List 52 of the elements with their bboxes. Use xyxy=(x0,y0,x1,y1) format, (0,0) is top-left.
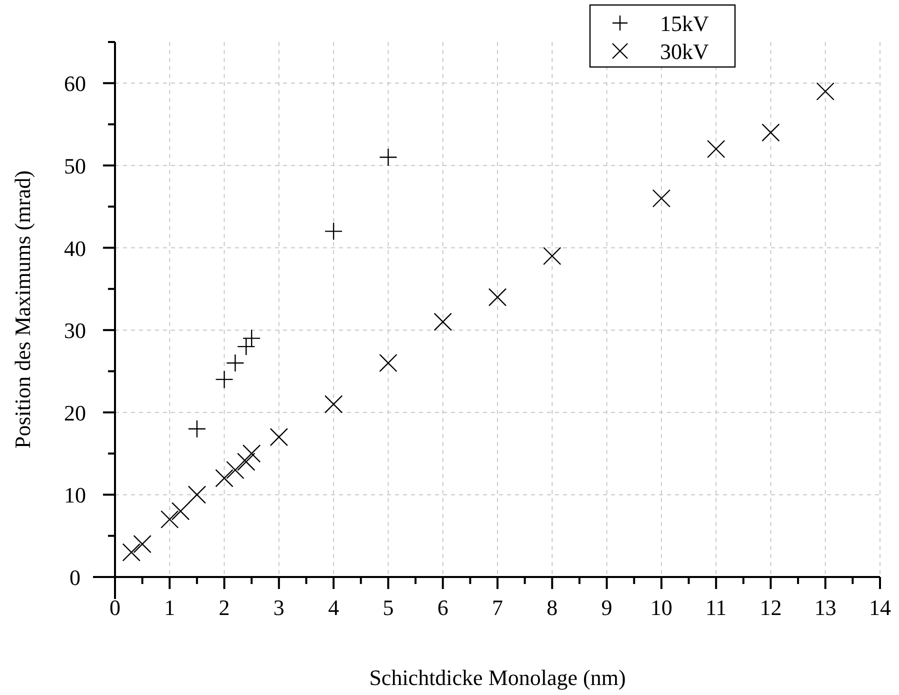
x-tick-label: 4 xyxy=(328,595,340,620)
x-tick-label: 11 xyxy=(705,595,727,620)
legend-label: 15kV xyxy=(660,11,709,36)
point xyxy=(762,123,780,142)
point xyxy=(171,502,190,520)
point xyxy=(237,337,256,356)
x-tick-label: 7 xyxy=(492,595,503,620)
point xyxy=(226,354,244,372)
point xyxy=(242,329,261,348)
point xyxy=(434,312,452,331)
x-tick-label: 3 xyxy=(273,595,284,620)
x-tick-label: 9 xyxy=(601,595,612,620)
y-tick-label: 40 xyxy=(64,236,86,261)
y-tick-label: 20 xyxy=(64,400,86,426)
point xyxy=(488,288,507,306)
legend-label: 30kV xyxy=(660,39,709,64)
x-axis-title: Schichtdicke Monolage (nm) xyxy=(369,665,626,690)
x-tick-label: 1 xyxy=(164,595,176,620)
x-tick-label: 6 xyxy=(437,595,448,620)
point xyxy=(543,246,562,266)
x-tick-label: 12 xyxy=(760,595,782,620)
x-tick-label: 13 xyxy=(814,595,836,620)
point xyxy=(188,420,206,438)
x-tick-label: 8 xyxy=(546,595,558,620)
y-tick-label: 10 xyxy=(64,482,86,508)
point xyxy=(226,460,244,480)
point xyxy=(270,428,288,446)
x-tick-label: 0 xyxy=(110,595,120,620)
point xyxy=(215,370,234,389)
point xyxy=(706,140,726,158)
point xyxy=(122,543,140,562)
y-tick-label: 30 xyxy=(64,318,86,344)
point xyxy=(652,189,671,208)
point xyxy=(379,354,398,372)
y-tick-label: 0 xyxy=(70,565,80,590)
point xyxy=(242,444,261,463)
point xyxy=(816,82,834,100)
point xyxy=(160,510,179,528)
point xyxy=(324,222,343,240)
point xyxy=(324,395,343,414)
point xyxy=(133,534,152,554)
x-tick-label: 5 xyxy=(382,595,394,620)
point xyxy=(237,452,256,471)
point xyxy=(379,148,398,166)
y-tick-label: 60 xyxy=(64,71,86,96)
x-tick-label: 10 xyxy=(650,595,672,620)
point xyxy=(215,469,234,488)
x-tick-label: 2 xyxy=(218,595,230,620)
y-axis-title: Position des Maximums (mrad) xyxy=(10,170,35,449)
y-tick-label: 50 xyxy=(64,153,86,178)
x-tick-label: 14 xyxy=(869,595,891,620)
point xyxy=(188,486,206,504)
